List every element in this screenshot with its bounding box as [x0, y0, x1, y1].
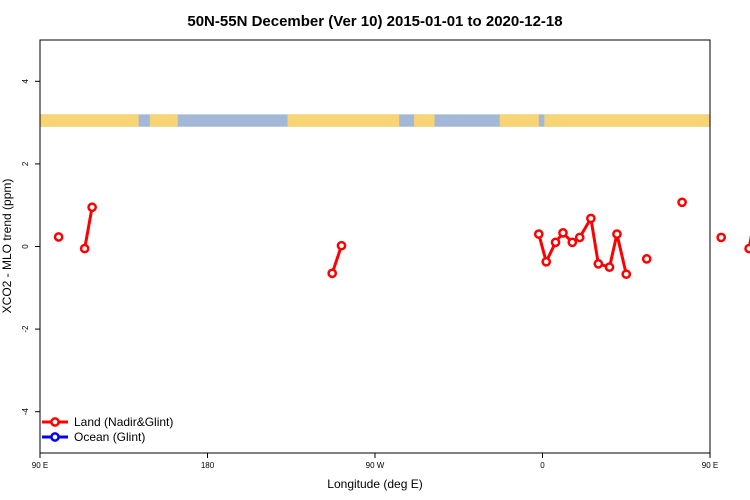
land-ocean-band: [40, 114, 710, 127]
land-band-segment: [499, 114, 539, 127]
legend-item-ocean: Ocean (Glint): [42, 430, 145, 444]
data-point: [87, 202, 97, 213]
data-point: [744, 243, 750, 254]
x-tick-label: 90 E: [32, 461, 48, 470]
land-band-segment: [149, 114, 178, 127]
y-tick-label: 2: [21, 161, 30, 166]
data-point: [716, 232, 727, 243]
data-point: [612, 229, 622, 239]
land-band-segment: [40, 114, 139, 127]
series-line: [83, 206, 94, 249]
x-tick-label: 0: [540, 461, 545, 470]
data-point: [604, 262, 615, 272]
data-point: [621, 269, 632, 280]
plot-frame: [39, 39, 711, 454]
x-axis-label: Longitude (deg E): [327, 477, 422, 491]
data-point: [677, 197, 687, 208]
data-point: [336, 240, 347, 251]
y-axis: -4 -2 0 2 4: [21, 79, 40, 416]
data-point: [641, 254, 652, 264]
data-point: [327, 268, 338, 279]
x-axis: 90 E 180 90 W 0 90 E: [32, 453, 718, 470]
legend: Land (Nadir&Glint) Ocean (Glint): [42, 415, 173, 444]
series-layer: [53, 197, 750, 280]
y-tick-label: 4: [21, 79, 30, 84]
chart-title: 50N-55N December (Ver 10) 2015-01-01 to …: [187, 13, 562, 30]
y-tick-label: -2: [21, 325, 30, 333]
data-point: [593, 258, 604, 269]
data-point: [567, 237, 578, 248]
land-band-segment: [414, 114, 435, 127]
data-point: [550, 237, 561, 248]
y-axis-label: XCO2 - MLO trend (ppm): [0, 179, 14, 314]
legend-label-land: Land (Nadir&Glint): [74, 415, 173, 429]
data-point: [558, 228, 568, 238]
data-point: [541, 256, 552, 267]
x-tick-label: 90 E: [702, 461, 718, 470]
x-tick-label: 180: [201, 461, 215, 470]
land-band-segment: [287, 114, 400, 127]
legend-marker-land: [50, 417, 60, 427]
y-tick-label: -4: [21, 408, 30, 416]
legend-item-land: Land (Nadir&Glint): [42, 415, 173, 429]
legend-label-ocean: Ocean (Glint): [74, 430, 145, 444]
land-band-segment: [544, 114, 710, 127]
legend-marker-ocean: [50, 432, 60, 442]
data-point: [533, 229, 544, 239]
data-point: [79, 243, 90, 254]
data-point: [586, 213, 596, 224]
data-point: [574, 232, 585, 243]
x-tick-label: 90 W: [366, 461, 385, 470]
data-point: [53, 232, 64, 242]
series-line: [330, 245, 343, 274]
y-tick-label: 0: [21, 244, 30, 249]
